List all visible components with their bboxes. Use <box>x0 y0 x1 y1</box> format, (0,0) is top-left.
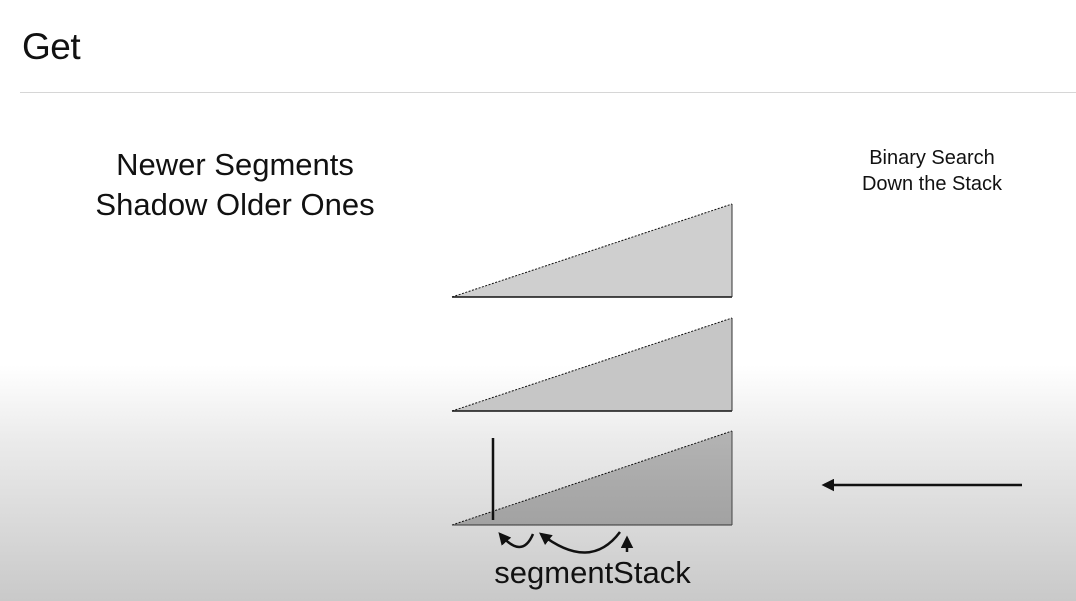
segment-oldest <box>451 430 733 526</box>
segment-newest <box>451 203 733 298</box>
search-hop-arrow-large <box>539 531 621 554</box>
search-hop-arrow-small <box>498 532 535 549</box>
segment-middle <box>451 317 733 412</box>
right-caption: Binary Search Down the Stack <box>832 145 1032 197</box>
title-divider <box>20 92 1076 93</box>
right-caption-line-2: Down the Stack <box>861 173 1003 195</box>
left-caption: Newer Segments Shadow Older Ones <box>80 145 390 225</box>
slide-title: Get <box>22 26 81 67</box>
left-caption-line-1: Newer Segments <box>116 147 354 182</box>
left-caption-line-2: Shadow Older Ones <box>95 187 375 222</box>
segment-stack-label: segmentStack <box>494 555 691 590</box>
right-caption-line-1: Binary Search <box>869 147 995 169</box>
